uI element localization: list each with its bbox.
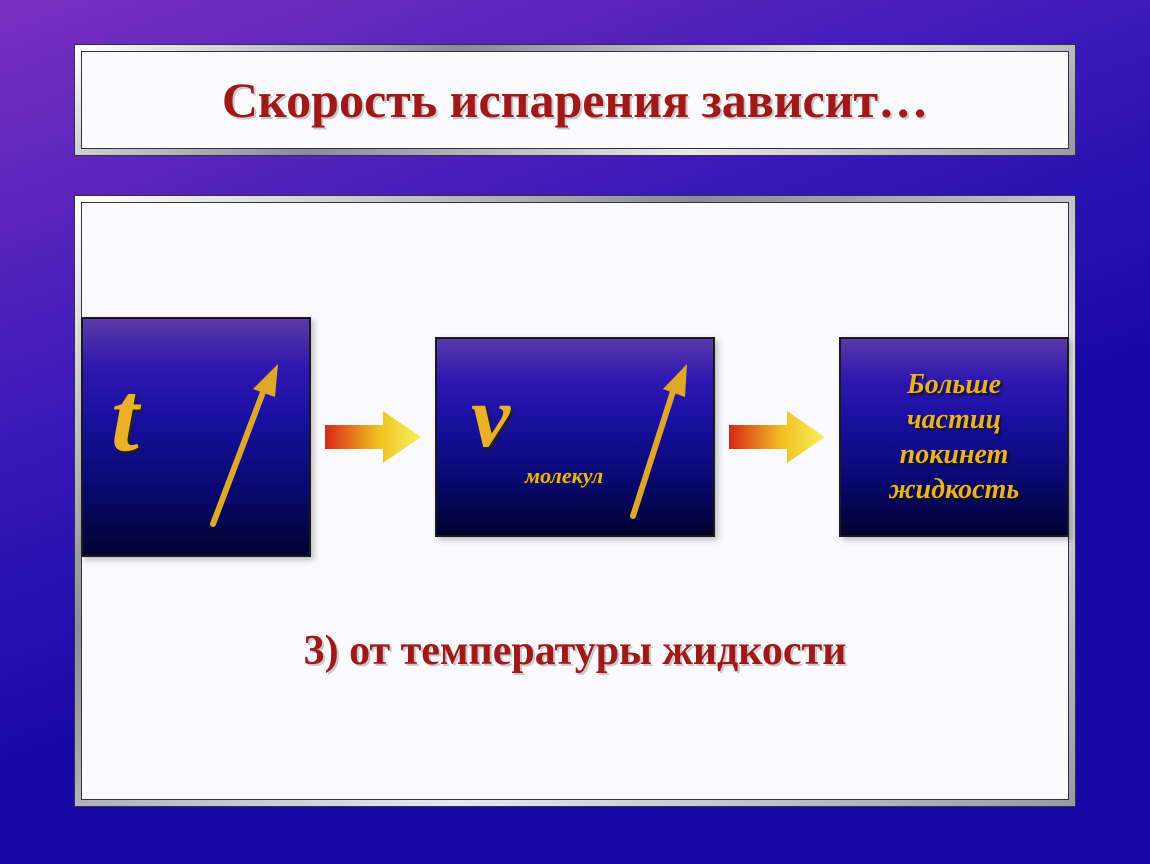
text-line-1: Больше (907, 367, 1001, 402)
flow-box-t: t (81, 317, 311, 557)
text-line-2: частиц (907, 402, 1001, 437)
slide-title: Скорость испарения зависит… (222, 71, 928, 129)
symbol-t: t (111, 359, 139, 474)
flow-row: t v молекул (81, 317, 1069, 557)
up-arrow-icon (625, 361, 695, 521)
text-line-3: покинет (900, 437, 1009, 472)
right-arrow-icon (727, 407, 827, 467)
right-arrow-icon (323, 407, 423, 467)
flow-box-v: v молекул (435, 337, 715, 537)
slide-subtitle: 3) от температуры жидкости (304, 627, 847, 675)
up-arrow-icon (203, 359, 288, 529)
symbol-v-subscript: молекул (525, 463, 603, 489)
symbol-v: v (471, 367, 510, 468)
title-frame: Скорость испарения зависит… (75, 45, 1075, 155)
text-line-4: жидкость (889, 472, 1019, 507)
content-frame: t v молекул (75, 196, 1075, 806)
flow-box-text: Больше частиц покинет жидкость (839, 337, 1069, 537)
